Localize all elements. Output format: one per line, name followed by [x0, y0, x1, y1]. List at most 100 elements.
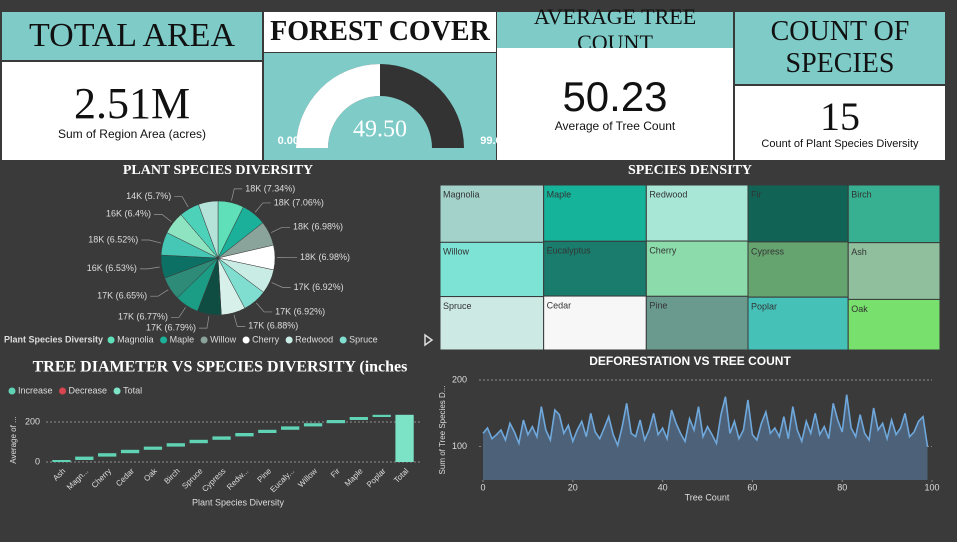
waterfall-bar — [189, 439, 208, 444]
treemap-cell — [747, 241, 849, 298]
waterfall-bar — [349, 417, 368, 420]
chart-title: SPECIES DENSITY — [628, 163, 752, 178]
kpi-caption: Count of Plant Species Diversity — [761, 138, 919, 150]
x-tick-label: Magn... — [65, 467, 90, 492]
treemap-cell — [747, 184, 849, 243]
legend-marker — [339, 336, 347, 344]
treemap-label: Magnolia — [443, 189, 480, 199]
area-fill — [483, 394, 928, 480]
data-label: 16K (6.4%) — [106, 209, 151, 219]
gauge-min-label: 0.00 — [278, 135, 299, 147]
waterfall-bar — [395, 414, 414, 462]
x-tick-label: Poplar — [365, 466, 388, 489]
y-axis-label: Average of ... — [9, 416, 18, 463]
treemap-label: Cherry — [649, 245, 677, 255]
leader-line — [231, 188, 243, 201]
legend-marker — [160, 336, 168, 344]
gauge-max-label: 99.00 — [480, 135, 508, 147]
legend-label: Cherry — [252, 334, 280, 344]
legend-marker — [200, 336, 208, 344]
legend-next-arrow[interactable] — [424, 333, 434, 347]
x-tick-label: 40 — [658, 482, 668, 492]
leader-line — [271, 226, 291, 233]
legend-marker — [285, 336, 293, 344]
waterfall-bar — [143, 446, 163, 450]
treemap-label: Cypress — [751, 246, 785, 256]
waterfall-bar — [52, 460, 71, 462]
pie-slice — [198, 200, 219, 259]
chart-title: PLANT SPECIES DIVERSITY — [123, 163, 313, 178]
treemap-cell — [747, 296, 849, 351]
y-tick-label: 100 — [452, 441, 467, 451]
x-tick-label: 60 — [747, 482, 757, 492]
legend-label: Total — [123, 385, 142, 395]
chart-title: DEFORESTATION VS TREE COUNT — [589, 354, 791, 368]
treemap-cell — [645, 295, 749, 351]
leader-line — [141, 239, 162, 244]
treemap-label: Oak — [851, 304, 868, 314]
x-tick-label: Cedar — [114, 466, 136, 488]
gauge-value-label: 49.50 — [353, 117, 407, 143]
legend-label: Willow — [210, 334, 236, 344]
data-label: 14K (5.7%) — [126, 191, 171, 201]
legend-label: Redwood — [295, 334, 333, 344]
leader-line — [256, 302, 273, 313]
treemap-label: Pine — [649, 301, 667, 311]
waterfall-bar — [98, 453, 117, 457]
legend-label: Decrease — [69, 385, 108, 395]
treemap-cell — [543, 240, 647, 297]
data-label: 17K (6.92%) — [275, 306, 325, 316]
kpi-value: 15 — [820, 94, 860, 139]
data-label: 18K (6.52%) — [88, 234, 138, 244]
data-label: 18K (6.98%) — [300, 252, 350, 262]
x-tick-label: Cypress — [200, 467, 227, 494]
x-tick-label: Willow — [296, 466, 319, 489]
legend-label: Magnolia — [117, 334, 154, 344]
x-tick-label: 100 — [924, 482, 939, 492]
data-label: 17K (6.65%) — [97, 291, 147, 301]
treemap-cell — [439, 296, 545, 351]
legend-title: Plant Species Diversity — [4, 334, 103, 344]
leader-line — [139, 266, 160, 270]
treemap-label: Eucalyptus — [547, 246, 592, 256]
treemap-cell — [439, 241, 545, 298]
legend-marker — [107, 336, 115, 344]
x-axis-label: Tree Count — [685, 492, 730, 502]
data-label: 17K (6.92%) — [294, 282, 344, 292]
x-tick-label: Oak — [142, 466, 159, 483]
x-tick-label: Pine — [256, 466, 274, 484]
waterfall-bar — [75, 456, 94, 460]
treemap-label: Cedar — [547, 300, 572, 310]
legend-label: Spruce — [349, 334, 378, 344]
treemap-label: Spruce — [443, 301, 472, 311]
treemap-cell — [847, 298, 941, 351]
leader-line — [271, 282, 291, 288]
treemap-label: Fir — [751, 189, 762, 199]
data-label: 17K (6.88%) — [248, 321, 298, 331]
treemap-label: Ash — [851, 247, 867, 257]
y-tick-label: 0 — [35, 456, 40, 466]
kpi-card: 50.23 Average of Tree Count — [497, 48, 733, 160]
kpi-caption: Average of Tree Count — [554, 119, 676, 133]
waterfall-bar — [303, 423, 323, 427]
legend-marker — [59, 387, 67, 395]
kpi-card: 15 Count of Plant Species Diversity — [735, 86, 945, 160]
kpi-value: 2.51M — [73, 79, 191, 128]
treemap-label: Maple — [547, 189, 572, 199]
waterfall-bar — [120, 449, 140, 454]
treemap-cell — [439, 184, 545, 243]
x-tick-label: Eucaly... — [268, 467, 296, 495]
legend-marker — [242, 336, 250, 344]
waterfall-bar — [258, 429, 277, 433]
y-tick-label: 200 — [25, 416, 40, 426]
x-tick-label: 20 — [568, 482, 578, 492]
area-line — [482, 394, 929, 448]
leader-line — [233, 314, 246, 327]
gauge-value — [296, 64, 380, 148]
data-label: 16K (6.53%) — [87, 263, 137, 273]
x-tick-label: Maple — [343, 466, 365, 488]
treemap-cell — [847, 184, 941, 244]
kpi-value: 50.23 — [562, 73, 668, 120]
y-axis-label: Sum of Tree Species D... — [438, 386, 447, 475]
